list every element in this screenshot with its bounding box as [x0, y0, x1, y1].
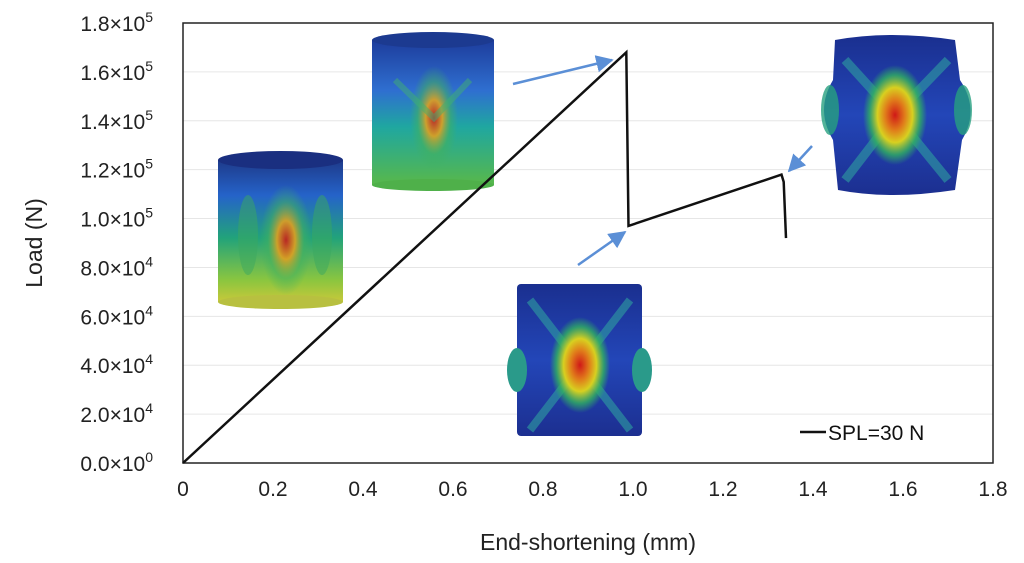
x-tick-label: 0.6	[438, 478, 467, 501]
y-tick-label: 8.0×104	[80, 253, 153, 280]
fem-image-post-buckling-1	[507, 284, 652, 436]
x-axis-title: End-shortening (mm)	[480, 529, 696, 555]
series-line-0	[182, 49, 788, 464]
x-tick-label: 1.4	[798, 478, 828, 501]
y-axis-ticks: 0.0×100 2.0×104 4.0×104 6.0×104 8.0×104 1.0×1…	[80, 9, 153, 476]
y-tick-label: 0.0×100	[80, 449, 153, 476]
y-tick-label: 1.2×105	[80, 156, 153, 183]
y-tick-label: 2.0×104	[80, 400, 153, 427]
arrow-to-first-drop-icon	[577, 230, 627, 267]
y-tick-label: 1.6×105	[80, 58, 153, 85]
y-tick-label: 6.0×104	[80, 302, 153, 329]
x-tick-label: 1.8	[978, 478, 1007, 501]
annotation-arrows	[512, 55, 813, 267]
y-axis-title: Load (N)	[21, 198, 47, 287]
x-tick-label: 1.6	[888, 478, 917, 501]
x-tick-label: 0.8	[528, 478, 557, 501]
fem-image-pre-buckling-1	[218, 151, 343, 309]
y-tick-label: 4.0×104	[80, 351, 153, 378]
fem-image-pre-buckling-2	[372, 32, 494, 191]
series-layer	[182, 49, 788, 464]
arrow-to-second-peak-icon	[787, 145, 813, 173]
y-tick-label: 1.8×105	[80, 9, 153, 36]
fem-image-post-buckling-2	[821, 35, 972, 195]
y-tick-label: 1.4×105	[80, 107, 153, 134]
x-tick-label: 0.2	[258, 478, 287, 501]
x-tick-label: 1.0	[618, 478, 647, 501]
x-tick-label: 1.2	[708, 478, 737, 501]
legend-label: SPL=30 N	[828, 422, 924, 445]
arrow-to-peak-icon	[512, 55, 614, 86]
plot-frame	[182, 22, 994, 464]
legend: SPL=30 N	[800, 422, 924, 445]
x-tick-label: 0.4	[348, 478, 378, 501]
y-tick-label: 1.0×105	[80, 205, 153, 232]
x-tick-label: 0	[177, 478, 189, 501]
x-axis-ticks: 0 0.2 0.4 0.6 0.8 1.0 1.2 1.4 1.6 1.8	[177, 478, 1007, 501]
